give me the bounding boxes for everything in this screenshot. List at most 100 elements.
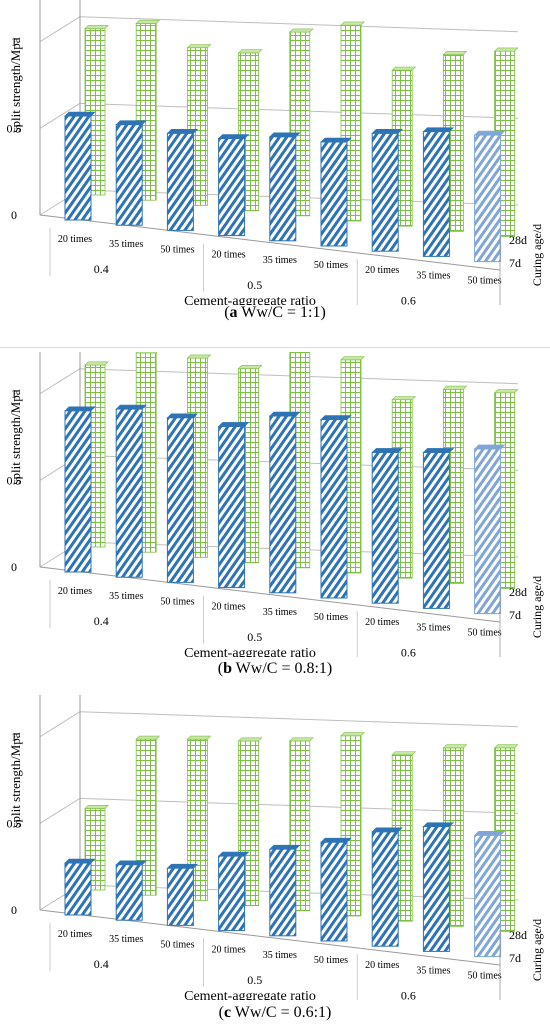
bar-7d <box>474 134 502 263</box>
bar-7d <box>115 864 143 921</box>
y-tick-label: 1 <box>11 35 17 49</box>
y-tick-label: 0.5 <box>7 473 22 487</box>
gridline <box>79 16 519 33</box>
bar-7d-top <box>166 129 199 134</box>
x-axis-title: Cement-aggregate ratio <box>184 989 316 1000</box>
bar-7d <box>64 862 92 916</box>
bar-7d <box>166 132 194 231</box>
bar-28d-top <box>289 737 314 742</box>
bar-7d-top <box>64 406 96 412</box>
gridline-side <box>39 102 81 129</box>
bar-28d-top <box>442 385 468 390</box>
bar-28d-top <box>340 21 365 26</box>
x-category-label: 50 times <box>468 971 502 982</box>
bar-7d <box>269 136 297 242</box>
bar-7d-top <box>371 448 403 453</box>
y-tick-label: 0 <box>11 903 17 917</box>
bar-7d-top <box>217 422 250 427</box>
divider <box>0 347 550 348</box>
caption-c: (c Ww/C = 0.6:1) <box>218 1004 332 1021</box>
bar-7d-top <box>422 822 455 827</box>
x-category-label: 50 times <box>314 260 348 271</box>
bar-7d-top <box>64 858 96 864</box>
x-group-label: 0.6 <box>401 988 416 1000</box>
x-group-label: 0.5 <box>247 630 262 644</box>
bar-28d-top <box>237 737 263 742</box>
bar-7d <box>320 841 348 942</box>
series-label-7d: 7d <box>509 951 521 965</box>
series-label-28d: 28d <box>509 233 527 247</box>
x-category-label: 20 times <box>58 929 92 940</box>
x-category-label: 50 times <box>468 276 502 287</box>
bar-7d <box>218 855 246 932</box>
x-axis-title: Cement-aggregate ratio <box>184 646 316 657</box>
bar-28d-top <box>391 396 417 401</box>
x-category-label: 35 times <box>109 239 143 250</box>
bar-7d-top <box>473 830 506 836</box>
bar-7d-top <box>422 127 455 132</box>
x-category-label: 20 times <box>365 960 399 971</box>
x-category-label: 35 times <box>109 934 143 945</box>
x-category-label: 20 times <box>365 265 399 276</box>
x-category-label: 35 times <box>263 255 297 266</box>
x-category-label: 35 times <box>416 622 450 633</box>
bar-7d-top <box>115 120 147 125</box>
gridline-side <box>39 368 81 395</box>
bar-28d-top <box>442 51 468 55</box>
x-group-label: 0.5 <box>247 278 262 292</box>
x-category-label: 35 times <box>263 607 297 618</box>
caption-b: (b Ww/C = 0.8:1) <box>217 660 333 677</box>
gridline-side <box>39 797 81 824</box>
x-category-label: 20 times <box>212 250 246 261</box>
bar-7d <box>320 419 348 599</box>
bar-7d <box>64 115 92 221</box>
x-category-label: 35 times <box>109 591 143 602</box>
bar-7d <box>218 138 246 237</box>
x-category-label: 35 times <box>416 965 450 976</box>
z-axis-title: Curing age/d <box>530 224 544 286</box>
x-group-label: 0.5 <box>247 973 262 987</box>
bar-7d-top <box>473 130 506 136</box>
x-category-label: 20 times <box>365 617 399 628</box>
bar-7d <box>269 848 297 937</box>
bar-7d <box>269 415 297 594</box>
bar-7d <box>64 410 92 573</box>
y-axis-title: split strength/Mpa <box>8 732 23 827</box>
y-tick-label: 1 <box>11 387 17 401</box>
caption-a: (a Ww/C = 1:1) <box>224 304 326 321</box>
series-label-28d: 28d <box>509 585 527 599</box>
x-category-label: 20 times <box>212 602 246 613</box>
gridline <box>79 711 519 728</box>
bar-7d-top <box>371 827 403 833</box>
x-category-label: 35 times <box>263 950 297 961</box>
y-axis-title: split strength/Mpa <box>8 37 23 132</box>
bar-28d-top <box>493 389 519 394</box>
bar-7d-top <box>217 134 250 139</box>
bar-7d-top <box>473 444 506 450</box>
bar-28d-top <box>237 49 263 54</box>
bar-7d-top <box>269 132 301 138</box>
bar-28d-top <box>391 66 417 71</box>
x-category-label: 20 times <box>212 945 246 956</box>
bar-28d-top <box>135 352 158 354</box>
x-category-label: 50 times <box>314 612 348 623</box>
bar-7d-top <box>269 844 301 850</box>
bar-7d <box>115 124 143 226</box>
bar-28d-top <box>391 751 417 756</box>
x-category-label: 20 times <box>58 586 92 597</box>
bar-7d <box>422 451 450 609</box>
bar-7d-top <box>115 404 147 410</box>
bar-7d <box>371 831 399 947</box>
bar-7d <box>474 448 502 615</box>
bar-28d-top <box>340 732 365 737</box>
z-axis-title: Curing age/d <box>530 576 544 638</box>
series-label-7d: 7d <box>509 608 521 622</box>
x-group-label: 0.4 <box>94 262 109 276</box>
series-label-7d: 7d <box>509 256 521 270</box>
bar-28d-top <box>84 25 109 29</box>
y-axis-title: split strength/Mpa <box>8 389 23 484</box>
